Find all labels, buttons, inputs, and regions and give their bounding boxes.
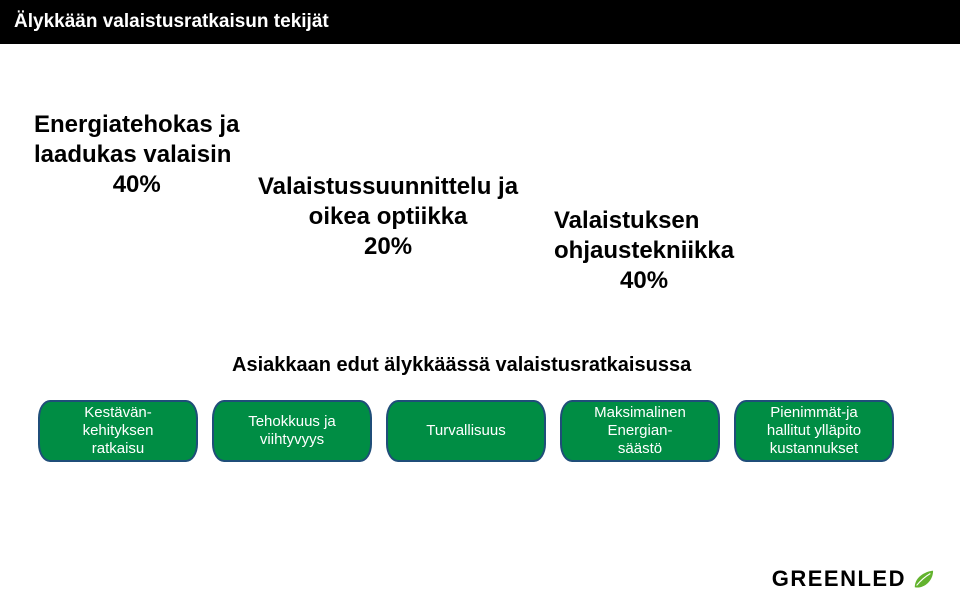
benefit-pill-3: Turvallisuus xyxy=(386,400,546,462)
slide-content: Energiatehokas ja laadukas valaisin 40% … xyxy=(0,44,960,610)
benefit-pill-4-line2: Energian- xyxy=(594,422,686,440)
brand-logo: GREENLED xyxy=(772,566,934,592)
leaf-icon xyxy=(912,568,934,590)
factor-mid: Valaistussuunnittelu ja oikea optiikka 2… xyxy=(258,172,518,262)
factor-right-line1: Valaistuksen xyxy=(554,206,734,236)
header-bar: Älykkään valaistusratkaisun tekijät xyxy=(0,0,960,44)
benefit-pill-row: Kestävän-kehityksenratkaisuTehokkuus jav… xyxy=(38,400,894,462)
factor-left-line2: laadukas valaisin xyxy=(34,140,239,170)
benefit-pill-4-line1: Maksimalinen xyxy=(594,404,686,422)
factor-left-line1: Energiatehokas ja xyxy=(34,110,239,140)
header-title: Älykkään valaistusratkaisun tekijät xyxy=(14,11,329,33)
factor-right-pct: 40% xyxy=(554,266,734,296)
benefits-subheading: Asiakkaan edut älykkäässä valaistusratka… xyxy=(232,354,691,377)
benefit-pill-2-line1: Tehokkuus ja xyxy=(248,413,336,431)
factor-mid-line2: oikea optiikka xyxy=(258,202,518,232)
benefit-pill-5-line3: kustannukset xyxy=(767,440,861,458)
benefit-pill-4-line3: säästö xyxy=(594,440,686,458)
benefit-pill-1: Kestävän-kehityksenratkaisu xyxy=(38,400,198,462)
benefit-pill-2-line2: viihtyvyys xyxy=(248,431,336,449)
benefit-pill-1-line2: kehityksen xyxy=(83,422,154,440)
benefit-pill-5: Pienimmät-jahallitut ylläpitokustannukse… xyxy=(734,400,894,462)
benefit-pill-1-line1: Kestävän- xyxy=(83,404,154,422)
factor-mid-line1: Valaistussuunnittelu ja xyxy=(258,172,518,202)
benefit-pill-3-line1: Turvallisuus xyxy=(426,422,505,440)
benefits-subheading-text: Asiakkaan edut älykkäässä valaistusratka… xyxy=(232,354,691,376)
benefit-pill-5-line1: Pienimmät-ja xyxy=(767,404,861,422)
benefit-pill-1-line3: ratkaisu xyxy=(83,440,154,458)
factor-mid-pct: 20% xyxy=(258,232,518,262)
factor-left: Energiatehokas ja laadukas valaisin 40% xyxy=(34,110,239,200)
benefit-pill-4: MaksimalinenEnergian-säästö xyxy=(560,400,720,462)
brand-logo-text: GREENLED xyxy=(772,566,906,592)
factor-right: Valaistuksen ohjaustekniikka 40% xyxy=(554,206,734,296)
factor-left-pct: 40% xyxy=(34,170,239,200)
benefit-pill-2: Tehokkuus javiihtyvyys xyxy=(212,400,372,462)
factor-right-line2: ohjaustekniikka xyxy=(554,236,734,266)
benefit-pill-5-line2: hallitut ylläpito xyxy=(767,422,861,440)
